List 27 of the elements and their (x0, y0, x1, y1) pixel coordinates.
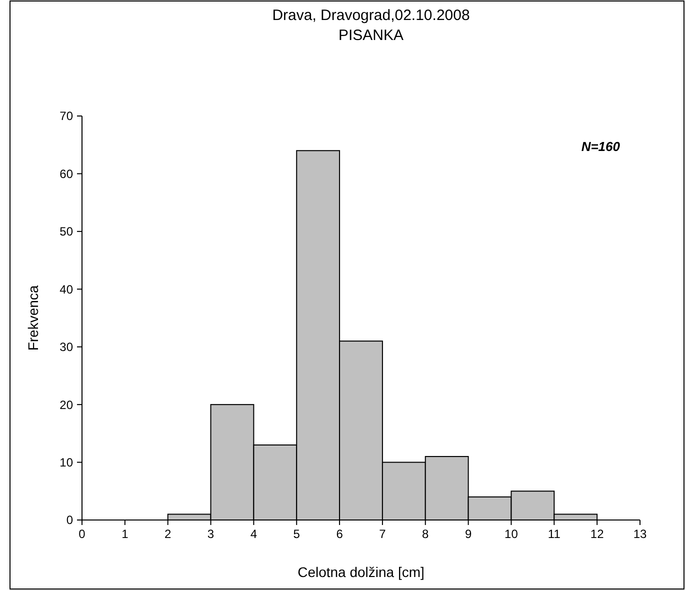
y-tick-label: 10 (60, 455, 74, 470)
chart-subtitle: PISANKA (338, 27, 404, 44)
x-tick-label: 4 (250, 527, 258, 541)
x-tick-label: 10 (504, 527, 518, 541)
x-tick-label: 6 (336, 527, 344, 541)
x-tick-label: 0 (78, 527, 86, 541)
x-tick-label: 11 (548, 527, 561, 541)
y-tick-label: 30 (60, 340, 74, 354)
y-tick-label: 0 (66, 513, 74, 528)
y-axis-title: Frekvenca (25, 285, 41, 351)
x-tick-label: 5 (293, 527, 300, 541)
x-tick-label: 7 (379, 527, 386, 541)
x-tick-label: 3 (207, 527, 214, 541)
chart-title: Drava, Dravograd,02.10.2008 (272, 7, 470, 24)
x-tick-label: 1 (122, 527, 129, 541)
x-tick-label: 13 (633, 527, 647, 541)
y-tick-label: 20 (60, 398, 74, 412)
annotation: N=160 (581, 139, 621, 154)
x-tick-label: 9 (464, 527, 472, 541)
y-tick-label: 40 (60, 282, 74, 296)
x-axis-title: Celotna dolžina [cm] (298, 564, 424, 580)
y-tick-label: 60 (60, 166, 74, 181)
x-tick-label: 2 (164, 527, 172, 541)
x-tick-label: 8 (422, 527, 430, 541)
y-tick-label: 70 (60, 109, 74, 124)
y-tick-label: 50 (60, 224, 74, 239)
x-tick-label: 12 (590, 527, 604, 541)
